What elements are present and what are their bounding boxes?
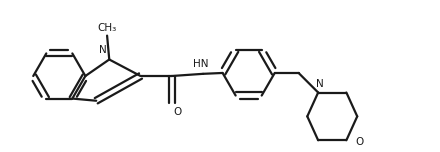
Text: HN: HN xyxy=(193,59,209,69)
Text: CH₃: CH₃ xyxy=(98,23,117,33)
Text: N: N xyxy=(99,45,107,55)
Text: O: O xyxy=(355,137,363,147)
Text: N: N xyxy=(316,79,324,89)
Text: O: O xyxy=(173,107,181,117)
